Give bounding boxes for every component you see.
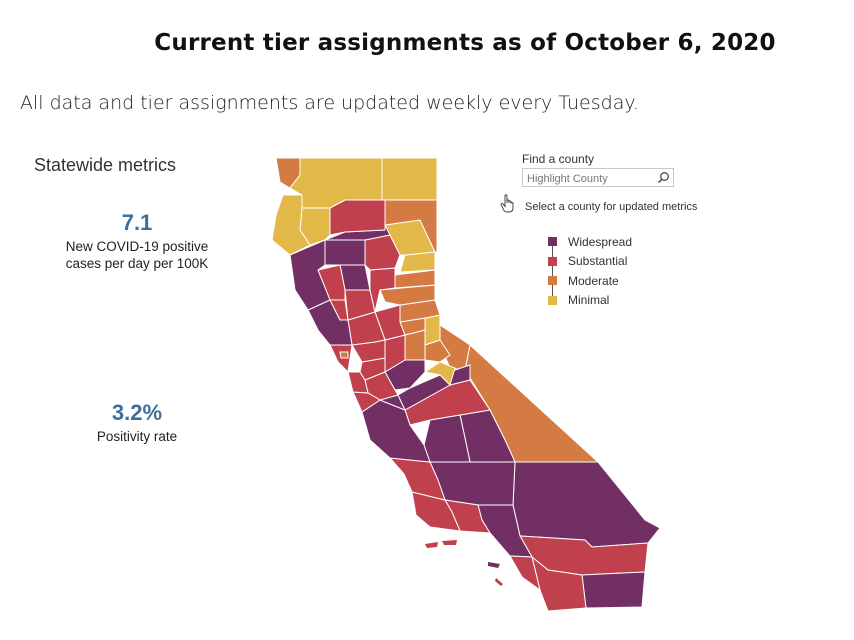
county-nevada[interactable] xyxy=(394,269,436,289)
county-san-francisco[interactable] xyxy=(339,351,349,359)
positivity-label: Positivity rate xyxy=(96,429,178,444)
pointer-hand-icon xyxy=(500,194,514,213)
island-santa-rosa xyxy=(425,542,438,548)
tier-legend: Widespread Substantial Moderate Minimal xyxy=(548,232,632,310)
island-santa-cruz xyxy=(442,540,457,545)
legend-item-moderate[interactable]: Moderate xyxy=(548,271,632,291)
legend-label-substantial: Substantial xyxy=(568,254,628,269)
positivity-metric: 3.2% Positivity rate xyxy=(27,400,247,445)
legend-label-moderate: Moderate xyxy=(568,273,619,288)
cases-metric: 7.1 New COVID-19 positive cases per day … xyxy=(27,210,247,272)
county-search-input[interactable] xyxy=(523,170,657,188)
legend-item-substantial[interactable]: Substantial xyxy=(548,252,632,272)
search-icon[interactable] xyxy=(657,171,670,184)
cases-value: 7.1 xyxy=(121,210,153,235)
county-modoc[interactable] xyxy=(381,157,438,201)
county-mendocino[interactable] xyxy=(289,239,331,311)
legend-connector-line xyxy=(552,240,553,298)
county-search-box[interactable] xyxy=(522,168,674,188)
select-county-hint: Select a county for updated metrics xyxy=(525,201,698,213)
legend-label-widespread: Widespread xyxy=(568,234,633,249)
cases-label-line2: cases per day per 100K xyxy=(65,256,209,271)
county-mariposa[interactable] xyxy=(423,361,456,386)
find-county-label: Find a county xyxy=(522,152,595,166)
island-santa-catalina xyxy=(488,562,500,568)
page-title: Current tier assignments as of October 6… xyxy=(154,30,776,56)
legend-item-minimal[interactable]: Minimal xyxy=(548,291,632,311)
cases-label-line1: New COVID-19 positive xyxy=(65,239,209,254)
county-siskiyou[interactable] xyxy=(289,157,383,209)
california-county-map xyxy=(271,157,661,612)
county-glenn[interactable] xyxy=(324,239,366,266)
county-orange[interactable] xyxy=(509,555,541,592)
page-subtitle: All data and tier assignments are update… xyxy=(20,92,639,114)
county-san-bernardino[interactable] xyxy=(512,461,661,548)
legend-swatch-substantial xyxy=(548,256,557,266)
county-shasta[interactable] xyxy=(329,199,386,236)
county-imperial[interactable] xyxy=(581,571,646,609)
statewide-metrics-heading: Statewide metrics xyxy=(34,155,177,175)
legend-item-widespread[interactable]: Widespread xyxy=(548,232,632,252)
legend-swatch-minimal xyxy=(548,295,557,305)
island-san-clemente xyxy=(495,578,503,586)
positivity-value: 3.2% xyxy=(111,400,163,425)
county-merced[interactable] xyxy=(397,374,451,411)
legend-swatch-widespread xyxy=(548,237,557,247)
legend-swatch-moderate xyxy=(548,276,557,286)
county-alpine[interactable] xyxy=(424,314,441,346)
legend-label-minimal: Minimal xyxy=(568,293,610,308)
